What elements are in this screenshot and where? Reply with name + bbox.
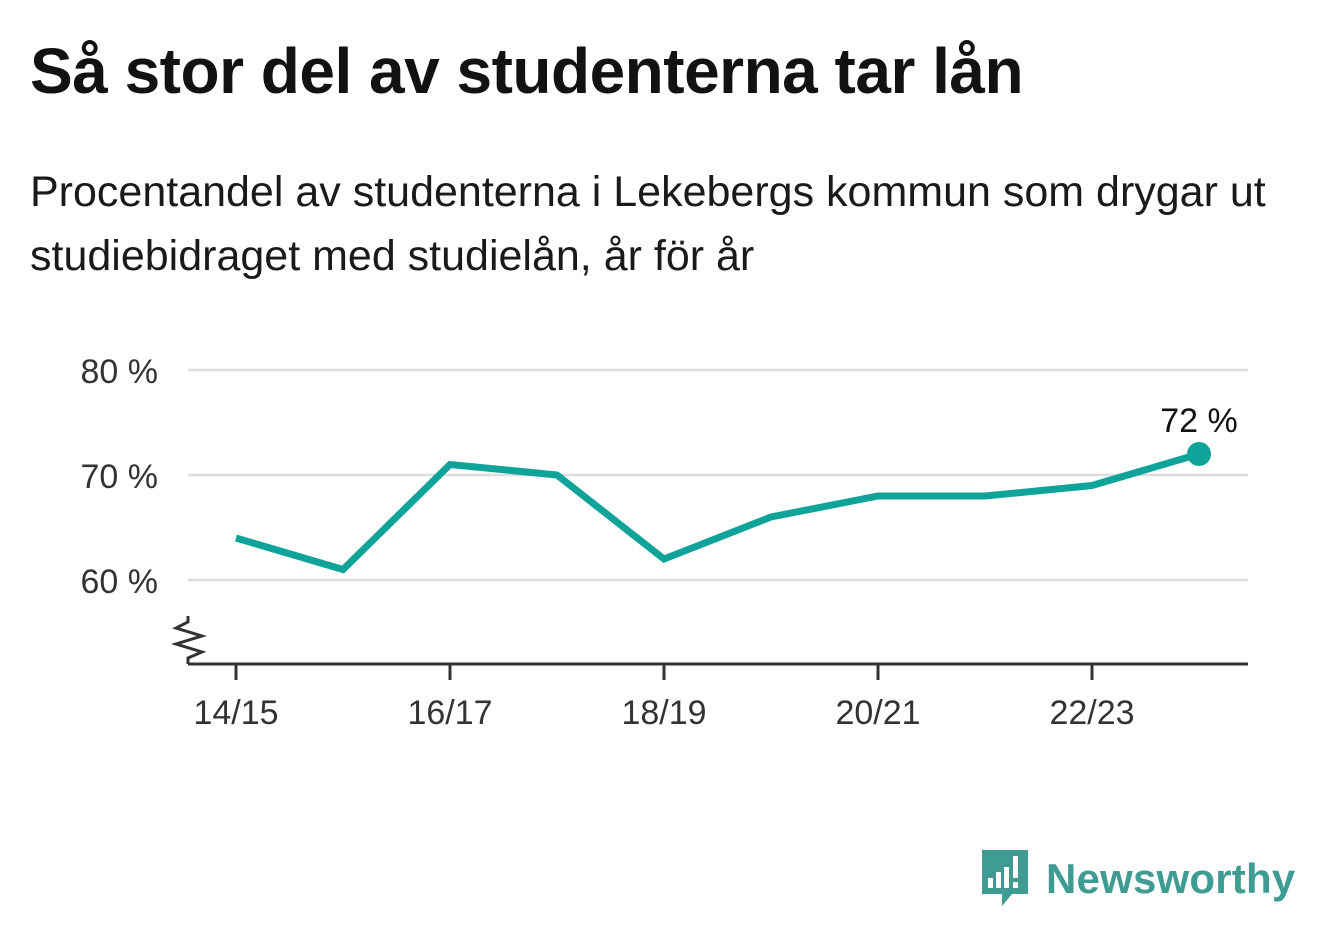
x-axis-ticks: 14/15 16/17 18/19 20/21 22/23 bbox=[193, 664, 1135, 732]
chart-title: Så stor del av studenterna tar lån bbox=[30, 35, 1024, 107]
newsworthy-logo-icon bbox=[982, 850, 1028, 906]
x-tick-label: 14/15 bbox=[193, 694, 278, 732]
y-tick-label: 60 % bbox=[81, 563, 159, 601]
y-tick-label: 70 % bbox=[81, 458, 159, 496]
x-tick-label: 16/17 bbox=[407, 694, 492, 732]
x-tick-label: 18/19 bbox=[621, 694, 706, 732]
x-tick-label: 22/23 bbox=[1049, 694, 1134, 732]
brand-name: Newsworthy bbox=[1046, 855, 1296, 902]
end-point-marker bbox=[1187, 442, 1211, 466]
x-tick-label: 20/21 bbox=[835, 694, 920, 732]
axis-break-icon bbox=[170, 616, 208, 664]
end-marker-group: 72 % bbox=[1160, 402, 1238, 466]
brand: Newsworthy bbox=[980, 848, 1295, 910]
y-axis-tick-labels: 60 % 70 % 80 % bbox=[81, 353, 159, 601]
y-tick-label: 80 % bbox=[81, 353, 159, 391]
end-value-label: 72 % bbox=[1160, 402, 1238, 440]
line-chart: 60 % 70 % 80 % 14/15 16/17 18/19 20/21 22/23 7… bbox=[81, 353, 1248, 732]
chart-subtitle: Procentandel av studenterna i Lekebergs … bbox=[30, 168, 1266, 280]
grid-lines bbox=[188, 368, 1248, 582]
series-line bbox=[235, 450, 1200, 574]
